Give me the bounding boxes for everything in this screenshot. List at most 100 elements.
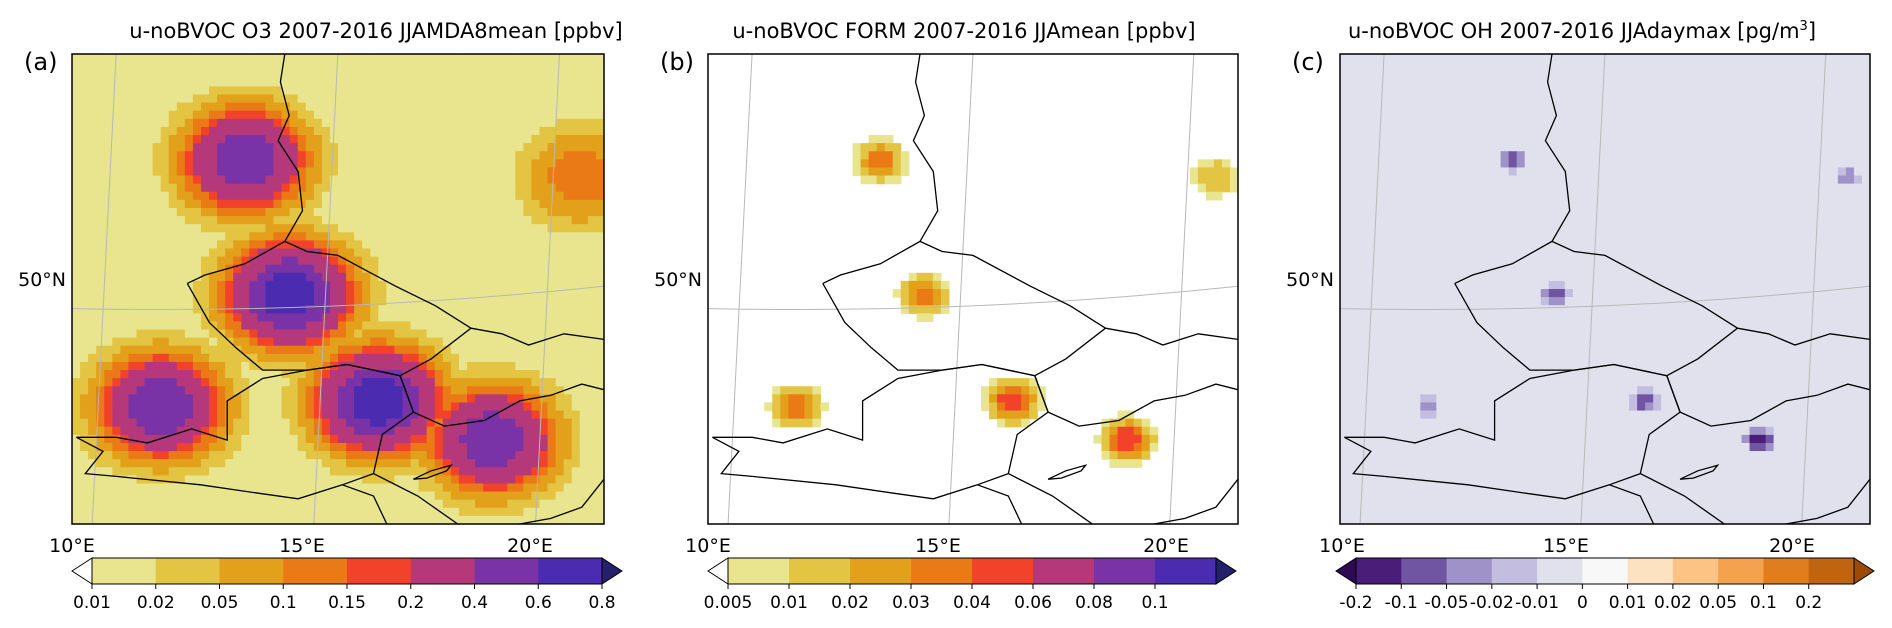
lake-balaton [413,464,453,480]
panel-a-x-tick-20E: 20°E [507,535,553,557]
colorbar-tick-label: 0.01 [1609,593,1647,613]
colorbar-tick-label: 0.4 [461,593,488,613]
panel-a-x-tick-10E: 10°E [49,535,95,557]
colorbar-tick-label: 0.02 [1654,593,1692,613]
panel-a-map [72,54,604,524]
colorbar-tick-label: 0.05 [201,593,239,613]
colorbar-over-arrow [1853,557,1875,585]
panel-b-title: u-noBVOC FORM 2007-2016 JJAmean [ppbv] [732,19,1195,43]
colorbar-tick-label: -0.2 [1339,593,1372,613]
colorbar-over-arrow [1215,557,1237,585]
colorbar-tick-label: 0.01 [770,593,808,613]
field-cells [72,54,604,524]
colorbar-tick-label: 0.1 [270,593,297,613]
colorbar-tick-label: 0.2 [397,593,424,613]
colorbar-segment [1094,558,1156,584]
country-borders [76,54,604,524]
colorbar-tick-label: 0.02 [831,593,869,613]
panel-c-title: u-noBVOC OH 2007-2016 JJAdaymax [pg/m3] [1348,19,1816,43]
panel-b-label: (b) [660,48,694,76]
panel-c-label: (c) [1292,48,1324,76]
colorbar-segment [155,558,220,584]
field-cells [1340,54,1870,524]
colorbar-segment [283,558,348,584]
panel-c-y-tick-50N: 50°N [1286,269,1334,291]
graticule [1340,54,1870,524]
panel-c-title-text: u-noBVOC OH 2007-2016 JJAdaymax [1348,19,1731,43]
colorbar-segment [1356,558,1402,584]
panel-b-map [708,54,1238,524]
colorbar-segment [219,558,284,584]
panel-a-y-tick-50N: 50°N [18,269,66,291]
colorbar-tick-label: 0.03 [892,593,930,613]
colorbar-tick-label: 0.06 [1014,593,1052,613]
graticule [72,54,604,524]
colorbar-over-arrow [601,557,623,585]
colorbar-tick-label: 0.08 [1075,593,1113,613]
panel-a-label: (a) [24,48,57,76]
panel-b-map-frame [707,53,1239,525]
colorbar-under-arrow [707,557,729,585]
colorbar-tick-label: 0.6 [525,593,552,613]
colorbar-tick-label: 0.8 [588,593,615,613]
field-cells [764,135,1238,468]
panel-b-y-tick-50N: 50°N [654,269,702,291]
colorbar-segment [92,558,157,584]
panel-a-colorbar: 0.01 0.02 0.05 0.1 0.15 0.2 0.4 0.6 0.8 [71,557,623,613]
colorbar-segment [1627,558,1674,584]
colorbar-tick-label: 0.05 [1699,593,1737,613]
colorbar-under-arrow [71,557,93,585]
country-borders [1344,54,1870,524]
lake-balaton [1047,464,1088,480]
colorbar-segment [1763,558,1810,584]
colorbar-segment [1033,558,1095,584]
colorbar-tick-label: 0.01 [73,593,111,613]
panel-a: (a) u-noBVOC O3 2007-2016 JJAMDA8mean [p… [18,19,623,613]
panel-b-x-tick-15E: 15°E [915,535,961,557]
panel-a-map-frame [71,53,605,525]
colorbar-tick-label: 0.1 [1750,593,1777,613]
panel-a-title: u-noBVOC O3 2007-2016 JJAMDA8mean [ppbv] [129,19,622,43]
panel-c-colorbar: -0.2 -0.1 -0.05 -0.02 -0.01 0 0.01 0.02 0.05 0.1 0… [1335,557,1875,613]
lake-balaton [1679,464,1720,480]
panel-c-map-frame [1339,53,1871,525]
colorbar-segment [1155,558,1217,584]
colorbar-tick-label: 0.04 [953,593,991,613]
colorbar-segment [1446,558,1493,584]
colorbar-segment [347,558,412,584]
colorbar-tick-label: 0.1 [1141,593,1168,613]
colorbar-segment [410,558,475,584]
panel-b: (b) u-noBVOC FORM 2007-2016 JJAmean [ppb… [654,19,1239,613]
colorbar-segment [850,558,912,584]
colorbar-segment [728,558,790,584]
panel-c-title-units: [pg/m3] [1737,19,1816,43]
panel-c: (c) u-noBVOC OH 2007-2016 JJAdaymax [pg/m… [1286,19,1875,613]
colorbar-segment [1401,558,1448,584]
graticule [708,54,1238,524]
colorbar-tick-label: 0.005 [704,593,753,613]
colorbar-segment [1537,558,1583,584]
colorbar-segment [538,558,603,584]
colorbar-under-arrow [1335,557,1357,585]
colorbar-segment [1718,558,1764,584]
panel-b-x-tick-10E: 10°E [685,535,731,557]
panel-b-x-tick-20E: 20°E [1143,535,1189,557]
country-borders [712,54,1238,524]
colorbar-segment [1582,558,1629,584]
colorbar-tick-label: 0.2 [1795,593,1822,613]
panel-c-map [1340,54,1870,524]
colorbar-tick-label: -0.02 [1470,593,1514,613]
colorbar-tick-label: -0.01 [1515,593,1559,613]
colorbar-segment [911,558,973,584]
colorbar-tick-label: -0.05 [1425,593,1469,613]
panel-c-x-tick-15E: 15°E [1543,535,1589,557]
colorbar-tick-label: 0.15 [328,593,366,613]
colorbar-segment [474,558,539,584]
colorbar-tick-label: 0.02 [137,593,175,613]
panel-a-x-tick-15E: 15°E [279,535,325,557]
map-background [708,54,1238,524]
panel-c-x-tick-20E: 20°E [1769,535,1815,557]
panel-c-x-tick-10E: 10°E [1319,535,1365,557]
colorbar-segment [1808,558,1855,584]
